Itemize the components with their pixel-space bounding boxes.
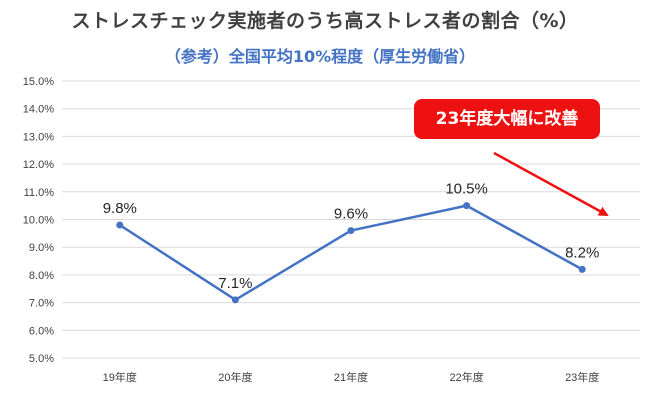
data-point bbox=[231, 296, 239, 304]
annotation-callout: 23年度大幅に改善 bbox=[414, 99, 600, 139]
data-label: 9.6% bbox=[334, 206, 368, 223]
data-point bbox=[578, 265, 586, 273]
series-layer: 9.8% 7.1% 9.6% 10.5% 8.2% bbox=[103, 181, 599, 304]
gridlines bbox=[62, 80, 640, 359]
data-label: 10.5% bbox=[445, 181, 488, 198]
chart-subtitle: （参考）全国平均10%程度（厚生労働省） bbox=[164, 47, 476, 66]
data-label: 7.1% bbox=[218, 275, 252, 292]
y-tick-label: 13.0% bbox=[23, 131, 54, 143]
x-tick-label: 23年度 bbox=[565, 370, 599, 384]
y-tick-label: 9.0% bbox=[29, 242, 54, 254]
y-tick-label: 10.0% bbox=[23, 215, 54, 227]
annotation-arrow bbox=[493, 151, 609, 217]
y-tick-label: 5.0% bbox=[29, 353, 54, 365]
y-tick-label: 11.0% bbox=[24, 187, 55, 199]
data-label: 8.2% bbox=[565, 244, 599, 261]
x-tick-label: 20年度 bbox=[218, 370, 252, 384]
y-tick-label: 15.0% bbox=[23, 76, 54, 88]
data-point bbox=[347, 227, 355, 235]
y-tick-label: 6.0% bbox=[29, 325, 54, 337]
y-axis-ticks: 5.0% 6.0% 7.0% 8.0% 9.0% 10.0% 11.0% 12.0% 13.0%… bbox=[23, 76, 54, 365]
x-axis-ticks: 19年度 20年度 21年度 22年度 23年度 bbox=[103, 370, 600, 384]
data-point bbox=[463, 202, 471, 210]
y-tick-label: 8.0% bbox=[29, 270, 54, 282]
y-tick-label: 12.0% bbox=[23, 159, 54, 171]
x-tick-label: 21年度 bbox=[334, 370, 368, 384]
chart-title: ストレスチェック実施者のうち高ストレス者の割合（%） bbox=[71, 10, 579, 32]
y-tick-label: 14.0% bbox=[23, 104, 54, 116]
x-tick-label: 22年度 bbox=[449, 370, 483, 384]
y-tick-label: 7.0% bbox=[29, 298, 54, 310]
data-point bbox=[116, 221, 124, 229]
x-tick-label: 19年度 bbox=[103, 370, 137, 384]
data-label: 9.8% bbox=[103, 200, 137, 217]
